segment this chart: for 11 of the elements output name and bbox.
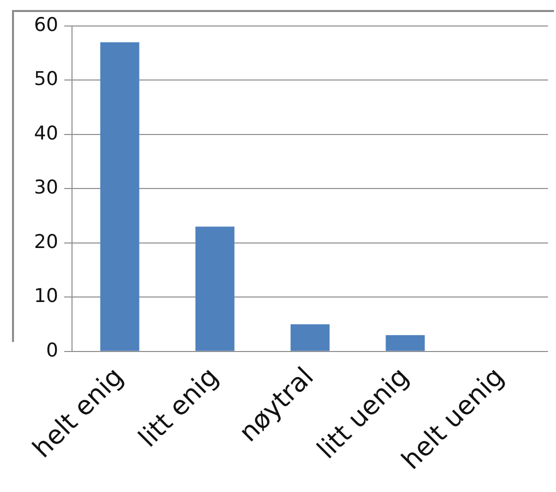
bar	[290, 324, 330, 351]
bar	[100, 42, 140, 351]
y-tick-label: 40	[34, 122, 58, 144]
y-tick-label: 10	[34, 285, 58, 308]
y-tick-label: 60	[34, 14, 58, 36]
y-tick-label: 30	[34, 176, 58, 199]
bar	[195, 226, 234, 351]
bar	[386, 335, 425, 351]
y-tick-label: 50	[34, 68, 58, 90]
y-tick-label: 20	[34, 230, 58, 253]
y-tick-label: 0	[46, 339, 58, 362]
